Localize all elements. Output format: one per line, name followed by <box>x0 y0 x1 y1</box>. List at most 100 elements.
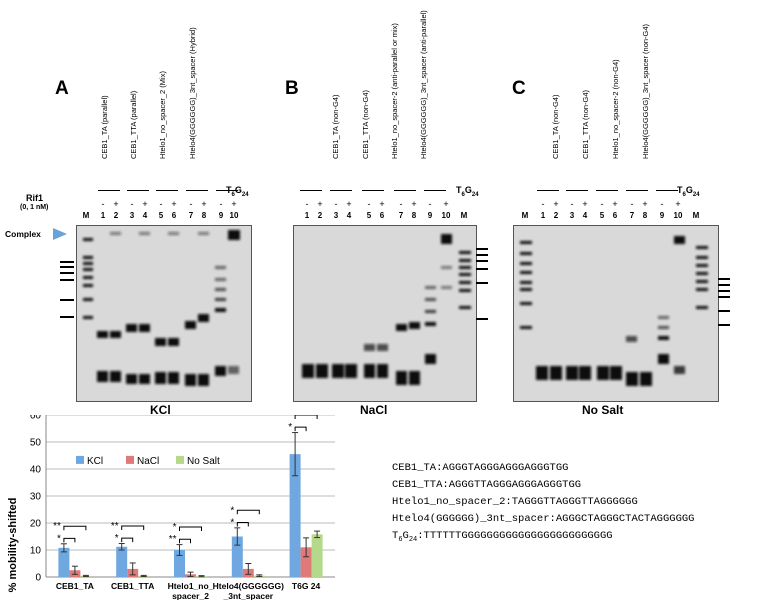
lane-bracket <box>596 190 618 191</box>
lane-number: 8 <box>411 211 417 220</box>
lane-bracket <box>626 190 648 191</box>
y-tick-label: 60 <box>30 415 42 422</box>
minus-sign: - <box>367 199 371 209</box>
lane-number: 4 <box>142 211 148 220</box>
minus-sign: - <box>130 199 134 209</box>
plus-sign: + <box>142 199 148 209</box>
legend-swatch <box>76 455 84 464</box>
complex-label: Complex <box>5 229 41 239</box>
sequence-name: Htelo1_no_spacer_2 <box>392 496 506 508</box>
rif1-label: Rif1 <box>26 193 44 203</box>
significance-label: * <box>115 533 119 544</box>
marker-lane-label: M <box>82 211 90 220</box>
significance-label: * <box>57 533 61 544</box>
significance-bracket <box>294 415 318 419</box>
lane-number: 1 <box>540 211 546 220</box>
minus-sign: - <box>570 199 574 209</box>
significance-label: * <box>288 422 292 433</box>
marker-ticks <box>60 261 74 318</box>
bar <box>58 547 70 577</box>
sequence-value: TAGGGTTAGGGTTAGGGGGG <box>511 496 638 508</box>
lane-number: 7 <box>629 211 635 220</box>
y-tick-label: 10 <box>30 546 42 557</box>
x-tick-label: _3nt_spacer <box>222 591 273 600</box>
minus-sign: - <box>101 199 105 209</box>
lane-number: 8 <box>642 211 648 220</box>
significance-bracket <box>294 426 307 432</box>
lane-bracket <box>656 190 678 191</box>
bar <box>289 454 301 577</box>
lane-number: 2 <box>317 211 323 220</box>
lane-number: 6 <box>612 211 618 220</box>
sequence-name: CEB1_TTA <box>392 479 443 491</box>
significance-label: * <box>173 522 177 533</box>
y-tick-label: 20 <box>30 519 42 530</box>
sample-label: Htelo4(GGGGGG)_3nt_spacer (Hybrid) <box>188 27 197 159</box>
legend-label: No Salt <box>187 456 220 467</box>
gel-image <box>513 225 719 402</box>
sequence-value: AGGGTTAGGGAGGGAGGGTGG <box>448 479 582 491</box>
gel-image <box>76 225 252 402</box>
sample-label: Htelo4(GGGGGG)_3nt_spacer (anti-parallel… <box>419 10 428 159</box>
lane-bracket <box>394 190 416 191</box>
significance-label: ** <box>111 521 119 532</box>
legend-swatch <box>176 455 184 464</box>
sample-label: CEB1_TA (non-G4) <box>331 94 340 159</box>
lane-bracket <box>362 190 384 191</box>
plus-sign: + <box>379 199 385 209</box>
sample-label-t6g24: T6G24 <box>677 185 700 198</box>
panel-letter-b: B <box>285 78 299 99</box>
marker-lane-label: M <box>692 211 700 220</box>
significance-label: * <box>230 505 234 516</box>
plus-sign: + <box>317 199 323 209</box>
legend-label: NaCl <box>137 456 159 467</box>
legend-label: KCl <box>87 456 103 467</box>
bar <box>174 550 185 577</box>
lane-number: 9 <box>427 211 433 220</box>
y-tick-label: 30 <box>30 492 42 503</box>
lane-bracket <box>216 190 238 191</box>
sample-label-t6g24: T6G24 <box>456 185 479 198</box>
legend-swatch <box>126 455 134 464</box>
significance-bracket <box>121 525 145 530</box>
chart-legend: KCl NaCl No Salt <box>76 455 220 467</box>
lane-number: 9 <box>659 211 665 220</box>
bar <box>300 547 312 577</box>
sequence-row: Htelo1_no_spacer_2:TAGGGTTAGGGTTAGGGGGG <box>392 496 638 508</box>
chart-significance-brackets: ********* **** <box>53 415 318 545</box>
lane-number: 4 <box>346 211 352 220</box>
gel-image <box>293 225 477 402</box>
lane-bracket <box>156 190 178 191</box>
plus-sign: + <box>231 199 237 209</box>
significance-label: ** <box>53 521 61 532</box>
lane-bracket <box>537 190 559 191</box>
minus-sign: - <box>219 199 223 209</box>
gel-bands <box>520 236 708 386</box>
lane-number: 5 <box>158 211 164 220</box>
lane-number: 10 <box>441 211 451 220</box>
plus-sign: + <box>642 199 648 209</box>
y-tick-label: 0 <box>35 573 41 584</box>
gel-bands <box>83 230 240 386</box>
x-tick-label: T6G 24 <box>292 581 321 591</box>
gel-bands <box>302 234 471 385</box>
bar <box>231 536 243 577</box>
plus-sign: + <box>582 199 588 209</box>
plus-sign: + <box>612 199 618 209</box>
significance-bracket <box>63 537 76 543</box>
panel-letter-c: C <box>512 78 526 99</box>
sample-label: CEB1_TTA (parallel) <box>129 90 138 159</box>
sequence-row: T6G24:TTTTTTGGGGGGGGGGGGGGGGGGGGGGGG <box>392 530 613 545</box>
plus-sign: + <box>411 199 417 209</box>
sample-label: CEB1_TTA (non-G4) <box>361 89 370 159</box>
minus-sign: - <box>541 199 545 209</box>
minus-sign: - <box>428 199 432 209</box>
lane-number: 6 <box>379 211 385 220</box>
lane-bracket <box>127 190 149 191</box>
plus-sign: + <box>675 199 681 209</box>
lane-number: 4 <box>582 211 588 220</box>
minus-sign: - <box>334 199 338 209</box>
sequence-name: Htelo4(GGGGGG)_3nt_spacer <box>392 513 550 525</box>
significance-bracket <box>236 509 260 515</box>
